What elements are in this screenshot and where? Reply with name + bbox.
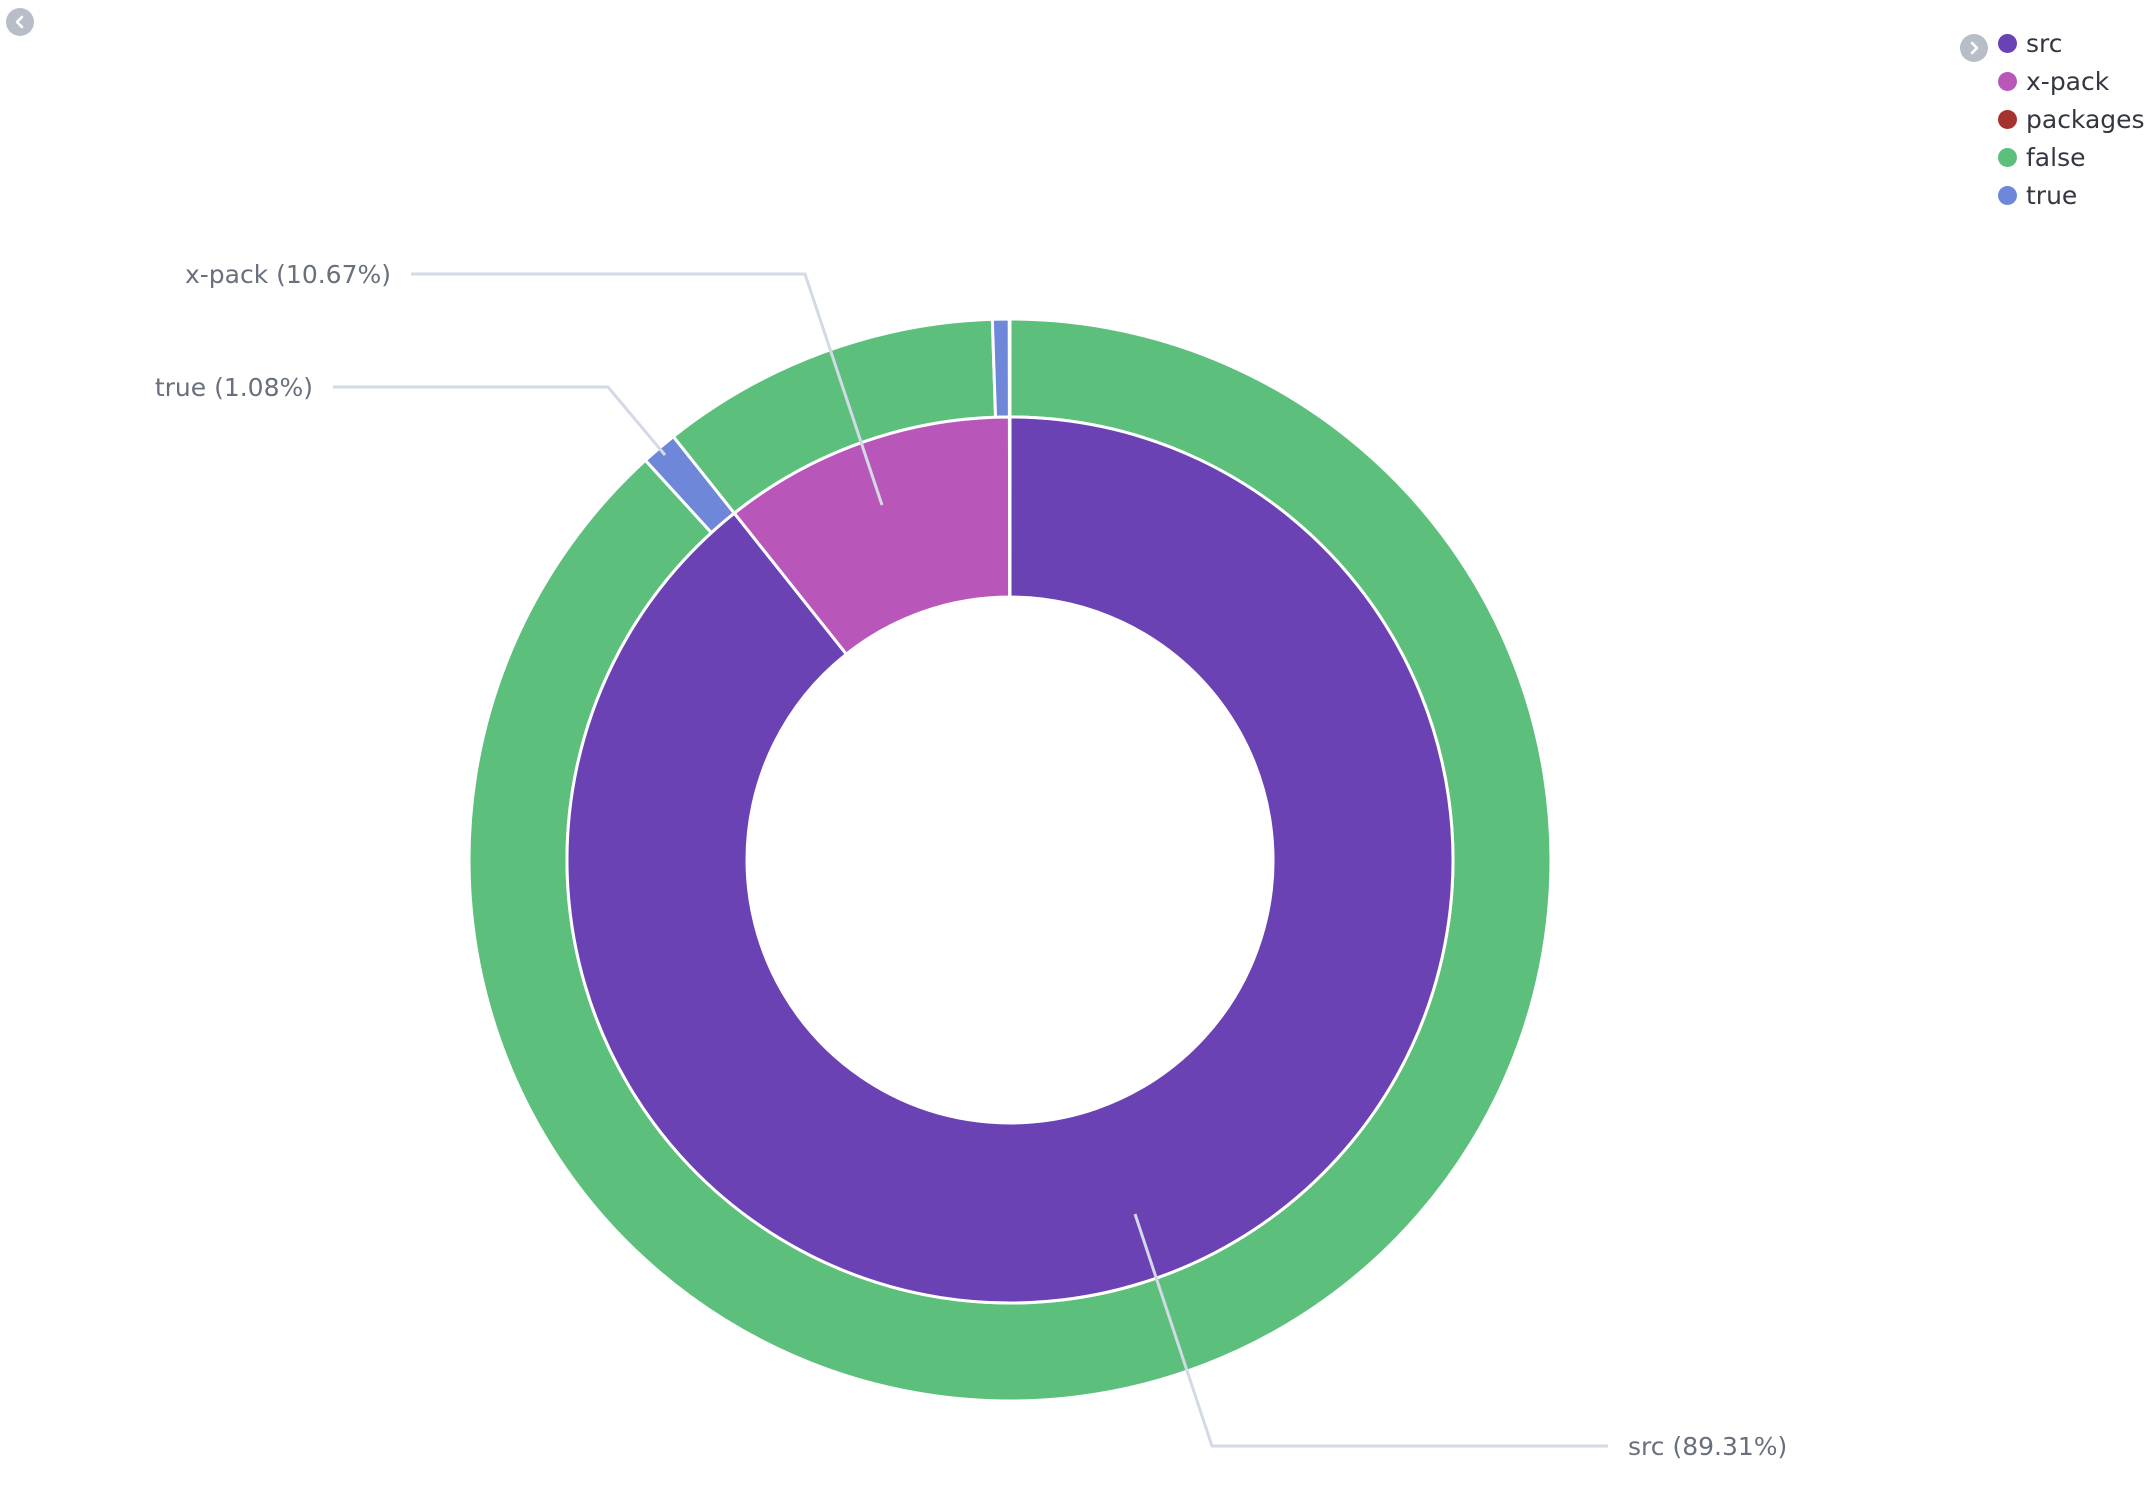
callout-line-x-pack [411,272,884,506]
legend-item-true[interactable]: true [1998,176,2145,214]
inner-ring [565,415,1455,1305]
callout-line-true [333,385,667,456]
legend-label-true: true [2026,180,2078,210]
legend-swatch-false [1998,147,2017,167]
chevron-right-icon [1970,41,1979,55]
callouts: x-pack (10.67%) true (1.08%) src (89.31%… [155,260,1787,1461]
legend-label-src: src [2026,28,2063,58]
callout-line-src [1133,1213,1608,1448]
legend-label-x-pack: x-pack [2026,66,2110,96]
legend-swatch-x-pack [1998,71,2017,91]
legend-item-src[interactable]: src [1998,24,2145,62]
outer-slice-x-pack-true[interactable] [990,317,1011,419]
collapse-button[interactable] [6,8,34,36]
outer-slice-packages-false[interactable] [1007,317,1012,419]
chevron-left-icon [15,15,24,29]
legend-swatch-packages [1998,109,2017,129]
legend-item-packages[interactable]: packages [1998,100,2145,138]
inner-slice-src[interactable] [565,415,1455,1305]
legend-swatch-true [1998,185,2017,205]
legend: src x-pack packages false true [1998,24,2145,214]
legend-label-false: false [2026,142,2086,172]
inner-slice-packages[interactable] [1007,415,1012,599]
legend-swatch-src [1998,33,2017,53]
legend-item-x-pack[interactable]: x-pack [1998,62,2145,100]
callout-label-x-pack: x-pack (10.67%) [185,260,391,289]
callout-label-true: true (1.08%) [155,373,313,402]
legend-toggle-button[interactable] [1960,34,1988,62]
legend-label-packages: packages [2026,104,2145,134]
legend-item-false[interactable]: false [1998,138,2145,176]
callout-label-src: src (89.31%) [1628,1432,1787,1461]
